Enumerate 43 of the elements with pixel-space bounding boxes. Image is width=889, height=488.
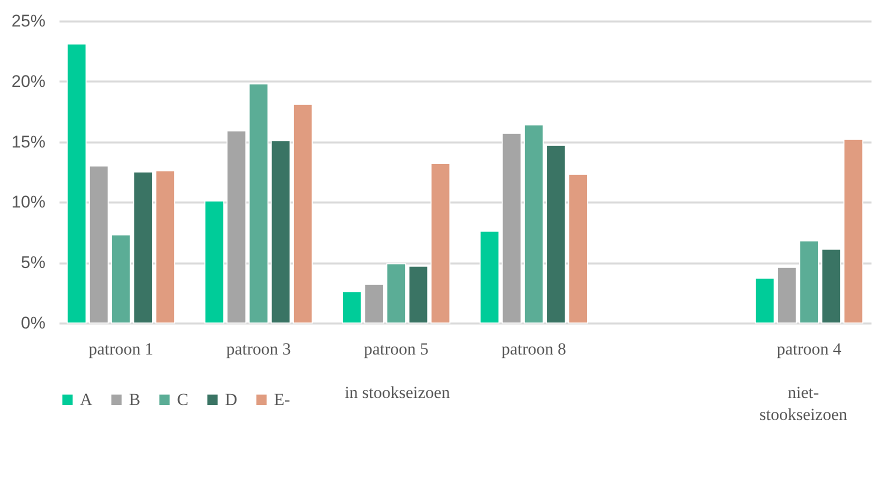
bar	[364, 284, 384, 324]
legend-label: D	[225, 390, 238, 409]
legend-label: E-	[274, 390, 290, 409]
bar	[386, 263, 406, 324]
bar	[342, 291, 362, 324]
bar	[111, 234, 131, 324]
y-tick-label: 0%	[20, 314, 46, 332]
bar	[292, 104, 313, 324]
y-tick-label: 15%	[11, 132, 46, 152]
y-tick-label: 20%	[11, 72, 46, 91]
x-tick-label: patroon 5	[364, 340, 429, 358]
bar	[270, 140, 291, 324]
y-tick-label: 10%	[11, 192, 46, 212]
legend-label: C	[177, 390, 188, 409]
y-tick-label: 5%	[20, 253, 46, 272]
text: in stookseizoen	[344, 383, 450, 402]
x-tick-label: patroon 4	[776, 340, 842, 358]
legend-label: A	[80, 390, 93, 409]
bar	[155, 170, 176, 324]
x-tick-label: patroon 3	[226, 340, 291, 358]
x-tick-label: patroon 1	[88, 340, 154, 358]
bar	[480, 230, 500, 324]
y-tick-label: 25%	[11, 12, 46, 30]
bar	[248, 83, 268, 324]
bar	[408, 266, 428, 324]
bar	[754, 278, 775, 324]
bar	[546, 144, 566, 324]
bar	[133, 172, 153, 324]
bar	[226, 130, 246, 324]
bar	[843, 138, 864, 324]
x-tick-label: patroon 8	[501, 340, 566, 358]
text: niet-stookseizoen	[759, 383, 848, 424]
bar	[204, 200, 224, 324]
bar	[777, 266, 797, 324]
bar	[524, 124, 544, 324]
bar	[430, 163, 450, 324]
bar	[821, 248, 842, 324]
legend-label: B	[129, 390, 140, 409]
bar	[88, 165, 109, 324]
bar	[568, 174, 588, 324]
bar	[502, 132, 522, 324]
bar	[799, 240, 819, 324]
bar	[66, 43, 87, 324]
